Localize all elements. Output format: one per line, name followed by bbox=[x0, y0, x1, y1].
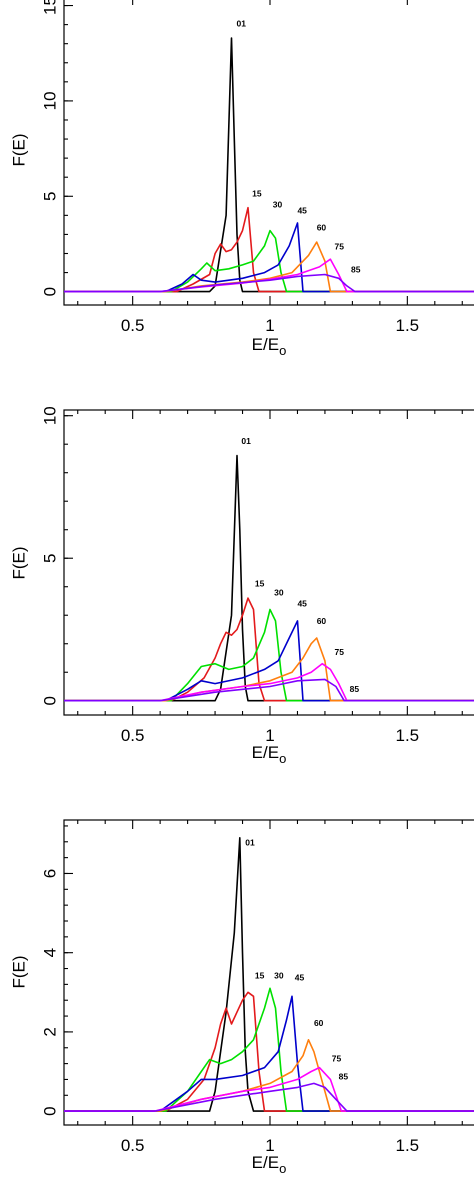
series-line-85 bbox=[64, 273, 474, 293]
series-label-60: 60 bbox=[317, 616, 327, 626]
x-axis-label: E/Eo bbox=[252, 743, 287, 766]
series-label-75: 75 bbox=[335, 242, 345, 252]
y-axis-label: F(E) bbox=[9, 546, 28, 579]
series-line-75 bbox=[64, 662, 474, 702]
series-line-85 bbox=[64, 1082, 474, 1112]
series-line-60 bbox=[64, 241, 474, 293]
series-line-75 bbox=[64, 258, 474, 293]
series-line-75 bbox=[64, 1066, 474, 1112]
y-tick-label: 0 bbox=[40, 696, 59, 705]
x-tick-label: 0.5 bbox=[121, 726, 145, 745]
series-line-45 bbox=[64, 995, 474, 1112]
series-label-15: 15 bbox=[252, 188, 262, 198]
y-tick-label: 6 bbox=[40, 869, 59, 878]
series-line-01 bbox=[64, 454, 474, 702]
x-axis-label-subscript: o bbox=[279, 343, 286, 358]
series-label-60: 60 bbox=[317, 223, 327, 233]
x-axis-label-main: E/E bbox=[252, 335, 279, 354]
y-tick-label: 15 bbox=[40, 0, 59, 15]
x-axis-label-main: E/E bbox=[252, 743, 279, 762]
chart-panel-2: 0.5 1 1.5 0 5 10 F(E) E/Eo 01 15 30 45 60 75 85 bbox=[9, 406, 474, 766]
x-tick-label: 1 bbox=[265, 1136, 274, 1155]
series-line-85 bbox=[64, 678, 474, 702]
x-tick-label: 0.5 bbox=[121, 316, 145, 335]
series-line-30 bbox=[64, 608, 474, 702]
series-label-45: 45 bbox=[297, 599, 307, 609]
series-line-45 bbox=[64, 222, 474, 293]
y-tick-label: 4 bbox=[40, 948, 59, 957]
series-label-30: 30 bbox=[274, 970, 284, 980]
plot-frame bbox=[63, 0, 474, 306]
x-axis-label: E/Eo bbox=[252, 335, 287, 358]
series-label-30: 30 bbox=[273, 200, 283, 210]
chart-panel-3: 0.5 1 1.5 0 2 4 6 F(E) E/Eo 01 15 30 45 60 75 85 bbox=[9, 819, 474, 1176]
x-tick-label: 1.5 bbox=[396, 1136, 420, 1155]
series-line-30 bbox=[64, 229, 474, 293]
y-tick-label: 5 bbox=[40, 192, 59, 201]
series-line-01 bbox=[64, 837, 474, 1112]
series-label-30: 30 bbox=[274, 587, 284, 597]
series-line-01 bbox=[64, 37, 474, 293]
series-line-45 bbox=[64, 620, 474, 702]
series-label-75: 75 bbox=[335, 647, 345, 657]
y-tick-label: 2 bbox=[40, 1027, 59, 1036]
series-label-45: 45 bbox=[297, 205, 307, 215]
plot-frame bbox=[63, 819, 474, 1126]
series-label-85: 85 bbox=[339, 1071, 349, 1081]
x-tick-label: 1.5 bbox=[396, 726, 420, 745]
chart-panel-1: 0.5 1 1.5 0 5 10 15 F(E) E/Eo 01 15 30 45 60 75 85 bbox=[9, 0, 474, 358]
x-tick-label: 1 bbox=[265, 726, 274, 745]
x-tick-label: 1.5 bbox=[396, 316, 420, 335]
x-axis-label-main: E/E bbox=[252, 1153, 279, 1172]
series-label-01: 01 bbox=[236, 19, 246, 29]
y-tick-label: 5 bbox=[40, 553, 59, 562]
series-label-15: 15 bbox=[255, 970, 265, 980]
y-tick-label: 10 bbox=[40, 406, 59, 425]
x-tick-label: 1 bbox=[265, 316, 274, 335]
series-label-01: 01 bbox=[245, 838, 255, 848]
y-axis-label: F(E) bbox=[9, 955, 28, 988]
y-tick-label: 10 bbox=[40, 91, 59, 110]
series-label-85: 85 bbox=[351, 265, 361, 275]
series-label-85: 85 bbox=[350, 684, 360, 694]
x-axis-label-subscript: o bbox=[279, 751, 286, 766]
series-line-60 bbox=[64, 1039, 474, 1112]
series-label-60: 60 bbox=[314, 1018, 324, 1028]
y-tick-label: 0 bbox=[40, 1106, 59, 1115]
x-axis-label: E/Eo bbox=[252, 1153, 287, 1176]
y-axis-label: F(E) bbox=[9, 133, 28, 166]
series-label-75: 75 bbox=[332, 1054, 342, 1064]
series-line-30 bbox=[64, 987, 474, 1112]
plot-frame bbox=[63, 409, 474, 716]
series-label-01: 01 bbox=[241, 436, 251, 446]
x-tick-label: 0.5 bbox=[121, 1136, 145, 1155]
series-line-60 bbox=[64, 637, 474, 702]
y-tick-label: 0 bbox=[40, 287, 59, 296]
x-axis-label-subscript: o bbox=[279, 1161, 286, 1176]
series-line-15 bbox=[64, 597, 474, 702]
series-line-15 bbox=[64, 991, 474, 1112]
series-label-15: 15 bbox=[255, 579, 265, 589]
series-label-45: 45 bbox=[295, 972, 305, 982]
